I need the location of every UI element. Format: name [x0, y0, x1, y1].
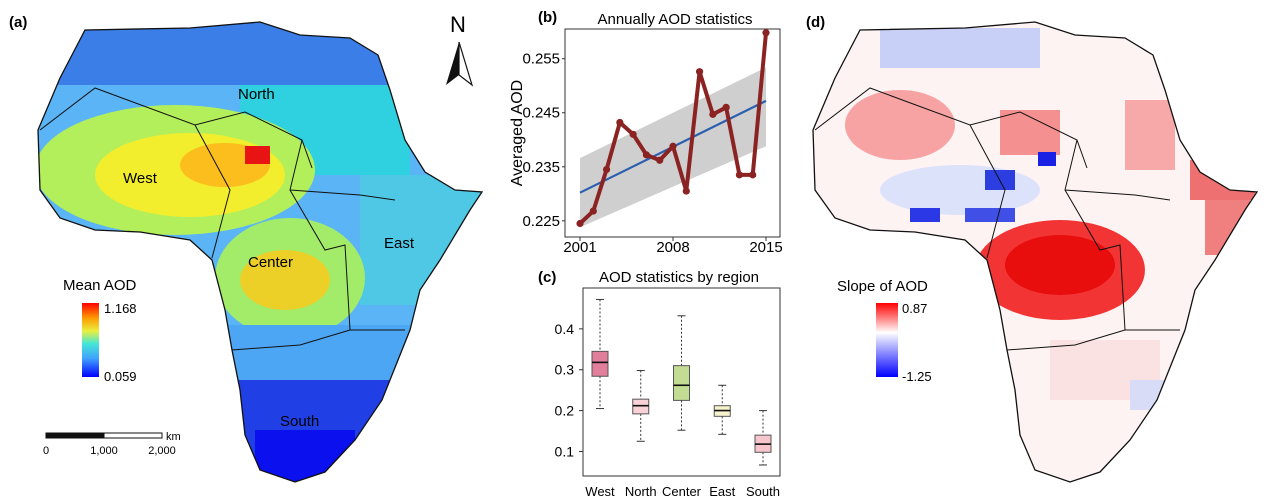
line-chart-ylabel: Averaged AOD: [509, 80, 526, 186]
slope-legend-title: Slope of AOD: [837, 278, 928, 295]
region-label-south: South: [280, 413, 319, 430]
aod-point: [669, 142, 677, 150]
aod-legend: [82, 303, 99, 377]
aod-point: [602, 165, 611, 174]
panel-d-label: (d): [806, 14, 825, 31]
y-tick-label: 0.1: [555, 443, 575, 459]
x-tick-label: 2015: [749, 239, 782, 256]
x-tick-label: 2008: [656, 239, 689, 256]
scale-bar-tick-2000: 2,000: [148, 445, 176, 457]
box-west: [591, 350, 609, 377]
y-tick-label: 0.3: [555, 362, 575, 378]
aod-point: [749, 171, 757, 179]
y-tick-label: 0.2: [555, 403, 575, 419]
slope-legend-max: 0.87: [902, 301, 927, 316]
category-label: West: [585, 484, 615, 499]
scale-bar-tick-0: 0: [43, 445, 49, 457]
y-tick-label: 0.235: [522, 159, 560, 176]
aod-point: [629, 130, 637, 138]
aod-point: [722, 103, 730, 111]
y-tick-label: 0.4: [555, 321, 575, 337]
box-center: [673, 365, 690, 401]
annual-aod-line-chart: 0.225 0.235 0.245 0.255 2001 2008 2015: [522, 28, 783, 256]
aod-point: [642, 151, 651, 159]
panel-c-label: (c): [538, 269, 556, 286]
region-label-north: North: [238, 86, 275, 103]
category-label: North: [625, 484, 657, 499]
box-north: [632, 398, 650, 415]
y-tick-label: 0.245: [522, 105, 560, 122]
y-tick-label: 0.225: [522, 213, 560, 230]
line-chart-title: Annually AOD statistics: [597, 11, 752, 28]
aod-colorbar: [82, 303, 99, 377]
north-arrow: [446, 41, 474, 87]
panel-b-label: (b): [538, 9, 557, 26]
text-layer: (a) (b) (c) (d) North West Center East S…: [9, 9, 932, 457]
slope-legend: [876, 303, 898, 377]
panel-a-label: (a): [9, 14, 27, 31]
category-label: Center: [662, 484, 702, 499]
regional-aod-box-plot: 0.1 0.2 0.3 0.4 West North Center East South: [555, 287, 781, 499]
category-label: South: [746, 484, 780, 499]
aod-point: [735, 171, 744, 179]
aod-point: [576, 219, 584, 228]
aod-legend-max: 1.168: [104, 301, 137, 316]
y-tick-label: 0.255: [522, 51, 560, 68]
scale-bar-tick-1000: 1,000: [90, 445, 118, 457]
aod-point: [616, 118, 624, 127]
aod-legend-title: Mean AOD: [63, 277, 137, 294]
x-tick-label: 2001: [563, 239, 596, 256]
region-label-west: West: [123, 170, 158, 187]
aod-point: [762, 29, 770, 37]
box-plot-title: AOD statistics by region: [599, 269, 759, 286]
scale-bar-unit: km: [166, 431, 181, 443]
aod-legend-min: 0.059: [104, 369, 137, 384]
aod-point: [695, 68, 704, 76]
slope-aod-map: [812, 21, 1259, 483]
category-label: East: [709, 484, 735, 499]
slope-legend-min: -1.25: [902, 369, 932, 384]
aod-point: [709, 110, 717, 118]
region-label-center: Center: [248, 254, 293, 271]
aod-point: [656, 156, 664, 164]
north-label: N: [450, 12, 466, 37]
aod-point: [589, 207, 597, 215]
aod-point: [682, 187, 690, 195]
slope-colorbar: [876, 303, 898, 377]
region-label-east: East: [384, 235, 415, 252]
scale-bar: [45, 432, 163, 439]
